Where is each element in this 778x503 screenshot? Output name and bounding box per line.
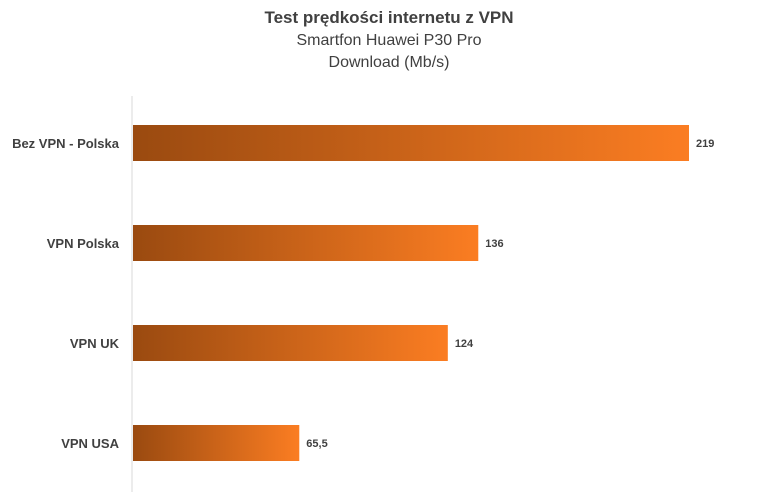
data-label-1: 136 [485, 238, 503, 250]
chart-subtitle: Smartfon Huawei P30 Pro [296, 32, 482, 49]
bar-0 [133, 125, 689, 161]
data-label-2: 124 [455, 338, 474, 350]
chart-subtitle-units: Download (Mb/s) [328, 54, 450, 71]
category-label-2: VPN UK [70, 336, 120, 351]
bar-1 [133, 225, 479, 261]
bar-2 [133, 325, 448, 361]
category-label-0: Bez VPN - Polska [12, 136, 120, 151]
chart-title: Test prędkości internetu z VPN [264, 8, 514, 27]
bar-series: Bez VPN - Polska 219 VPN Polska 136 VPN UK 12… [12, 125, 714, 461]
bar-3 [133, 425, 300, 461]
data-label-0: 219 [696, 138, 714, 150]
category-label-3: VPN USA [61, 436, 119, 451]
data-label-3: 65,5 [306, 438, 327, 450]
chart-titles: Test prędkości internetu z VPN Smartfon … [0, 6, 778, 74]
category-label-1: VPN Polska [47, 236, 120, 251]
